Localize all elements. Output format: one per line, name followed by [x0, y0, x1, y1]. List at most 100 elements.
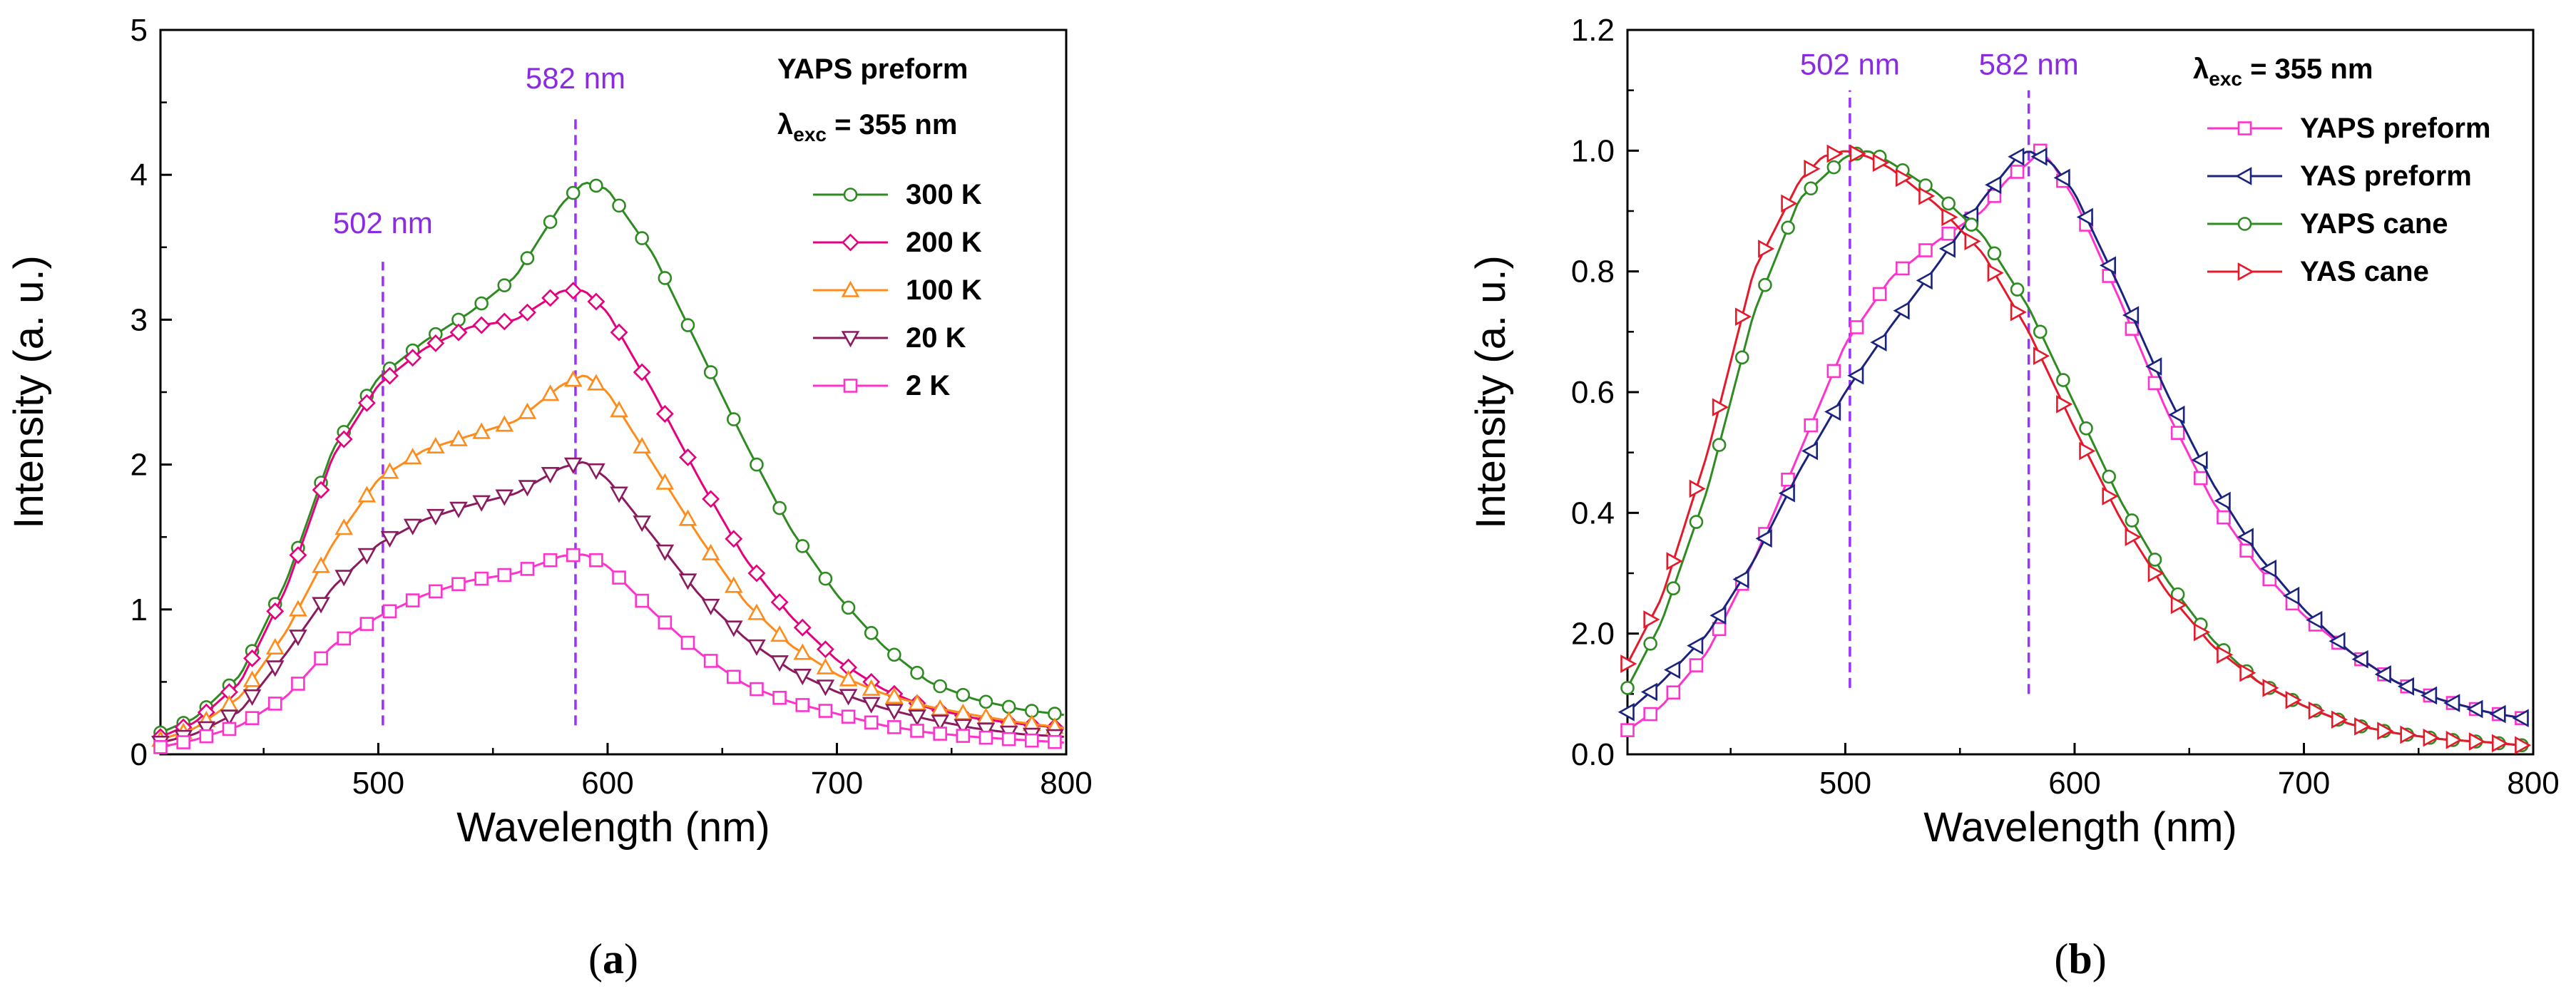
panel-b-series-yas-preform-point — [2329, 632, 2346, 651]
panel-a-series-100-k-point — [862, 679, 881, 696]
panel-b-series-yas-cane-line — [1626, 150, 2523, 746]
panel-a-series-20-k-point — [633, 515, 652, 533]
panel-a-series-200-k-point — [495, 312, 513, 331]
panel-a-series-100-k-point — [289, 600, 307, 617]
panel-b-series-yas-preform-point — [2099, 256, 2116, 275]
panel-b-y-tick-label: 1.2 — [1571, 13, 1615, 48]
panel-a-series-20-k-point — [655, 544, 675, 561]
panel-a-series-100-k-point — [472, 422, 491, 439]
panel-a-series-100-k-point — [885, 687, 904, 704]
panel-b-series-yas-cane-point — [1941, 207, 1958, 227]
panel-a-series-20-k-point — [747, 639, 766, 656]
panel-a-series-100-k — [151, 370, 1064, 747]
panel-b-series-yas-cane-point — [1872, 153, 1889, 173]
panel-a-series-100-k-point — [678, 509, 697, 526]
panel-a-series-200-k-point — [381, 366, 399, 385]
panel-a-series-2-k-point — [658, 615, 673, 630]
panel-a-series-2-k-point — [291, 677, 305, 691]
panel-b-series-yas-preform-point — [1801, 441, 1819, 461]
panel-a-series-100-k-point — [220, 694, 239, 712]
panel-b-series-yaps-cane-point — [2147, 553, 2162, 567]
panel-b-series-yas-cane-point — [1758, 240, 1775, 258]
panel-b-series-yaps-preform-point — [2217, 510, 2231, 525]
panel-a-series-200-k-point — [357, 394, 376, 412]
panel-b-series-yaps-cane-point — [1712, 438, 1727, 452]
panel-b-series-yas-preform-point — [2466, 699, 2483, 719]
panel-a-legend-excitation: λexc = 355 nm — [777, 109, 957, 145]
panel-a-series-20-k-point — [701, 598, 720, 616]
panel-a-series-20-k-point — [426, 508, 445, 526]
panel-b-series-yaps-preform-point — [1804, 418, 1819, 433]
panel-a-series-300-k-point — [956, 687, 971, 702]
panel-b-series-yaps-preform-point — [2193, 471, 2208, 486]
panel-b-y-tick-label: 1.0 — [1571, 133, 1615, 168]
panel-a-series-2-k-point — [429, 584, 443, 599]
panel-a-series-200-k-point — [610, 323, 628, 342]
panel-a-series-300-k-point — [726, 412, 741, 426]
panel-a-series-300-k-point — [772, 501, 787, 515]
panel-a-legend-item-20-k: 20 K — [813, 322, 966, 354]
panel-a-series-2-k-point — [405, 593, 420, 607]
panel-b-series-yas-cane-point — [2468, 732, 2485, 751]
panel-a-series-100-k-point — [747, 603, 766, 620]
panel-b-series-yaps-cane-line — [1626, 150, 2523, 746]
panel-a-series-200-k-point — [449, 323, 468, 342]
panel-b-series-yas-preform-point — [2168, 405, 2185, 424]
panel-a-series-300-k-point — [933, 679, 947, 694]
panel-b-series-yas-cane-point — [2033, 347, 2050, 366]
panel-a-series-100-k-point — [449, 429, 468, 446]
panel-a-series-200-k — [151, 282, 1064, 746]
panel-a-series-2-k-point — [337, 631, 352, 646]
panel-a-series-200-k-point — [243, 649, 262, 667]
panel-b-legend-item-yaps-preform: YAPS preform — [2207, 113, 2491, 144]
panel-a-series-20-k-point — [770, 655, 789, 672]
panel-a-series-200-k-point — [770, 593, 789, 612]
panel-a-series-200-k-point — [633, 363, 651, 381]
panel-a-series-2-k-point — [612, 570, 626, 585]
panel-b-series-yas-cane-point — [2423, 728, 2440, 747]
panel-b-y-tick-label: 0.4 — [1571, 496, 1615, 530]
panel-b-series-yaps-preform-point — [1620, 723, 1635, 737]
panel-b-series-yas-preform-point — [2191, 451, 2208, 470]
panel-b-series-yaps-cane-point — [1941, 196, 1956, 211]
panel-a-series-2-k-point — [680, 635, 695, 650]
panel-a-series-2-k-point — [933, 727, 947, 741]
panel-b-series-yaps-cane-point — [2033, 324, 2048, 339]
panel-a-y-tick-label: 1 — [131, 592, 148, 627]
panel-a-series-100-k-point — [633, 436, 652, 454]
panel-b-series-yaps-preform — [1620, 143, 2529, 737]
panel-b-series-yas-cane-point — [2170, 595, 2187, 615]
panel-a: 500 600 700 800 0 1 2 3 4 5 Wavelength (nm) Intensi… — [6, 13, 1093, 982]
panel-b-series-yas-preform-point — [1916, 271, 1933, 290]
panel-a-series-100-k-point — [380, 462, 399, 479]
panel-b-series-yas-cane-point — [1896, 168, 1913, 188]
panel-b-series-yas-cane-point — [2400, 725, 2417, 744]
panel-b-series-yas-cane-point — [2102, 487, 2119, 505]
panel-b-series-yaps-preform-point — [2147, 376, 2162, 391]
panel-a-series-200-k-point — [426, 334, 445, 352]
panel-b-series-yaps-preform-point — [1689, 658, 1704, 672]
panel-a-legend-item-300-k: 300 K — [813, 179, 982, 210]
panel-b-series-yas-preform-point — [1824, 402, 1841, 421]
panel-a-series-20-k — [151, 457, 1064, 753]
panel-a-series-2-k-point — [359, 617, 374, 631]
panel-a-series-200-k-point — [747, 564, 766, 582]
panel-a-series-300-k — [153, 178, 1064, 740]
panel-a-series-2-k-point — [267, 697, 282, 711]
panel-b-legend-item-yaps-cane: YAPS cane — [2207, 208, 2448, 240]
panel-a-series-2-k-point — [635, 593, 649, 608]
panel-a-series-200-k-point — [334, 430, 353, 448]
panel-b-series-yas-preform-point — [2351, 650, 2368, 669]
panel-b-series-yas-cane-point — [1620, 655, 1637, 673]
panel-a-legend-item-100-k: 100 K — [813, 274, 982, 306]
panel-b-x-tick-label: 700 — [2278, 766, 2330, 801]
panel-b-series-yaps-cane-point — [1734, 350, 1749, 365]
panel-a-legend-item-2-k-label: 2 K — [906, 370, 950, 401]
panel-a-series-100-k-point — [587, 374, 605, 391]
panel-b-y-tick-label: 0.0 — [1571, 737, 1615, 772]
panel-a-x-tick-label: 500 — [352, 766, 404, 801]
panel-b-legend-excitation: λexc = 355 nm — [2193, 53, 2373, 90]
panel-a-series-100-k-point — [495, 415, 514, 432]
panel-a-series-2-k-point — [795, 698, 810, 712]
panel-b-series-yas-cane-point — [2056, 395, 2073, 414]
